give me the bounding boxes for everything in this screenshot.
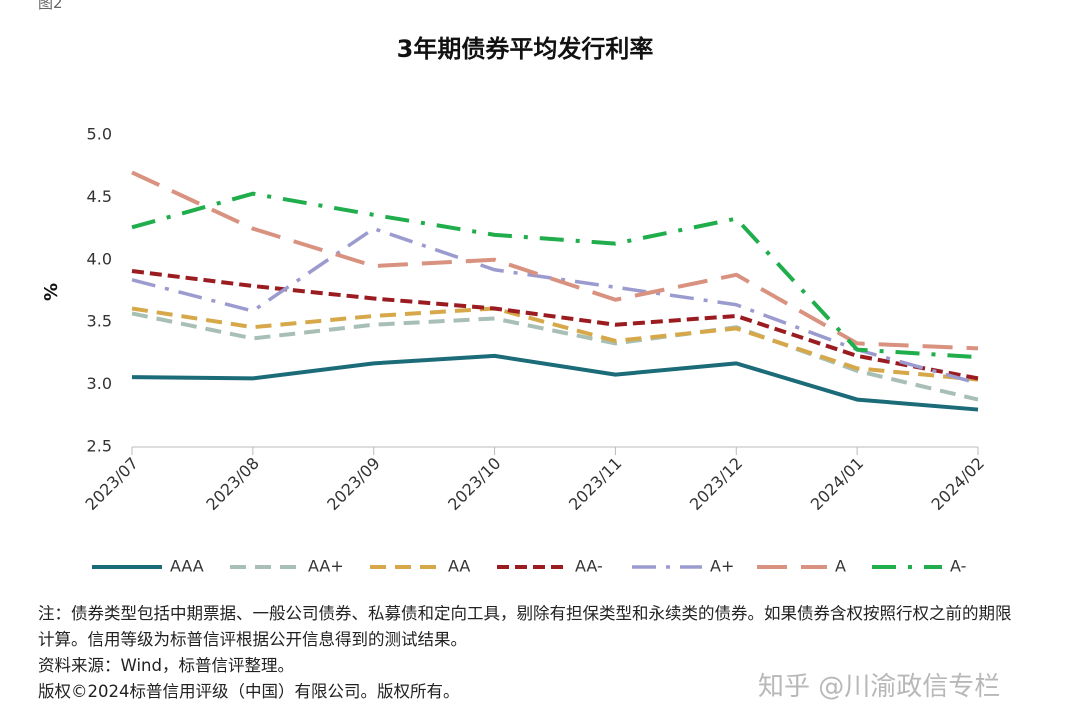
- x-tick-label: 2024/02: [928, 454, 988, 514]
- y-tick-label: 3.0: [87, 374, 112, 393]
- legend-label: AA+: [308, 557, 344, 576]
- y-tick-label: 3.5: [87, 312, 112, 331]
- x-tick-label: 2023/09: [323, 454, 383, 514]
- series-line: [131, 170, 979, 351]
- legend-label: AA-: [575, 557, 603, 576]
- note: 注：债券类型包括中期票据、一般公司债券、私募债和定向工具，剔除有担保类型和永续类…: [38, 604, 1012, 649]
- legend-label: A+: [710, 557, 734, 576]
- x-tick-label: 2023/10: [444, 454, 504, 514]
- y-tick-label: 4.5: [87, 187, 112, 206]
- y-tick-label: 4.0: [87, 249, 112, 268]
- y-tick-label: 2.5: [87, 437, 112, 456]
- legend-label: A: [835, 557, 846, 576]
- figure-label: 图2: [38, 0, 63, 12]
- chart: 3年期债券平均发行利率 % 2.5 3.0 3.5 4.0 4.5 5.0 2023/07 2…: [41, 35, 988, 576]
- series-line: [131, 306, 979, 382]
- x-tick-label: 2024/01: [807, 454, 867, 514]
- x-tick-label: 2023/07: [82, 454, 142, 514]
- x-tick-label: 2023/08: [202, 454, 262, 514]
- series-line: [131, 311, 979, 402]
- watermark: 知乎 @川渝政信专栏: [758, 672, 1001, 702]
- legend-label: AAA: [170, 557, 204, 576]
- y-axis-label: %: [41, 283, 62, 301]
- series-line: [131, 269, 979, 381]
- series-line: [131, 226, 979, 386]
- notes: 注：债券类型包括中期票据、一般公司债券、私募债和定向工具，剔除有担保类型和永续类…: [38, 601, 1023, 705]
- note: 资料来源：Wind，标普信评整理。: [38, 656, 294, 675]
- note: 版权©2024标普信用评级（中国）有限公司。版权所有。: [38, 682, 460, 701]
- x-tick-label: 2023/11: [565, 454, 625, 514]
- series-line: [131, 353, 979, 412]
- legend-label: AA: [448, 557, 470, 576]
- chart-title: 3年期债券平均发行利率: [397, 35, 654, 63]
- x-tick-label: 2023/12: [686, 454, 746, 514]
- legend-label: A-: [950, 557, 966, 576]
- series-line: [131, 191, 979, 360]
- y-tick-label: 5.0: [87, 125, 112, 144]
